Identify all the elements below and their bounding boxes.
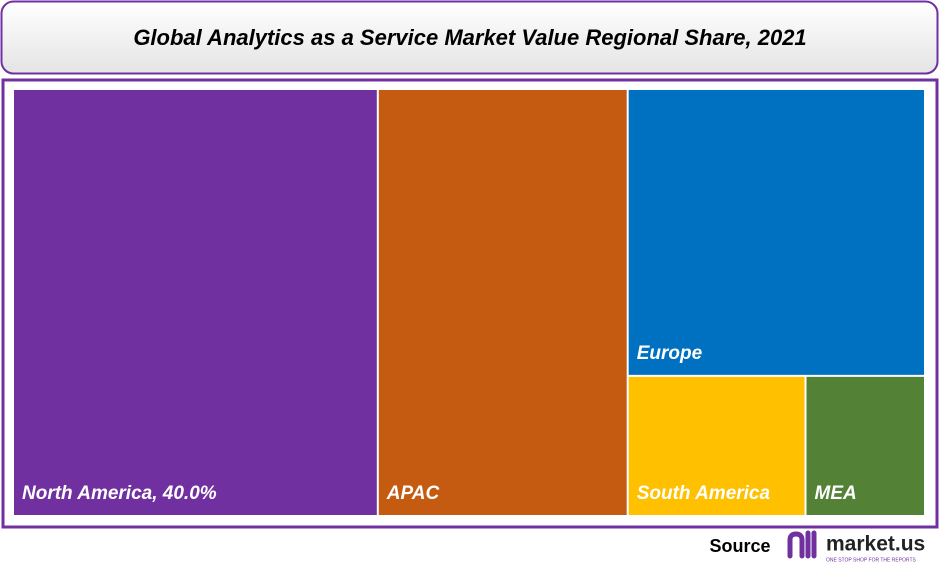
brand-name: market.us bbox=[826, 533, 925, 556]
chart-title: Global Analytics as a Service Market Val… bbox=[133, 25, 806, 50]
tile-label: MEA bbox=[815, 483, 857, 504]
category-label: North America bbox=[22, 483, 153, 504]
tile-label: APAC bbox=[386, 483, 440, 504]
tile-label: South America bbox=[637, 483, 771, 504]
tile bbox=[628, 90, 924, 375]
tile bbox=[806, 376, 924, 515]
tiles: North America, 40.0% APAC Europe South Amer… bbox=[14, 90, 924, 515]
source-label: Source bbox=[709, 536, 770, 556]
category-label: MEA bbox=[815, 483, 857, 504]
title-box bbox=[0, 0, 939, 75]
category-label: Europe bbox=[637, 343, 703, 364]
value-label: , 40.0% bbox=[151, 483, 217, 504]
logo-icon bbox=[787, 530, 817, 559]
tile bbox=[628, 376, 805, 515]
tile bbox=[378, 90, 627, 515]
category-label: South America bbox=[637, 483, 771, 504]
tile-label: Europe bbox=[637, 343, 703, 364]
tile-label: North America, 40.0% bbox=[22, 483, 217, 504]
tile bbox=[14, 90, 377, 515]
brand-logo: market.us ONE STOP SHOP FOR THE REPORTS bbox=[787, 530, 925, 563]
brand-tagline: ONE STOP SHOP FOR THE REPORTS bbox=[826, 557, 917, 563]
category-label: APAC bbox=[386, 483, 440, 504]
